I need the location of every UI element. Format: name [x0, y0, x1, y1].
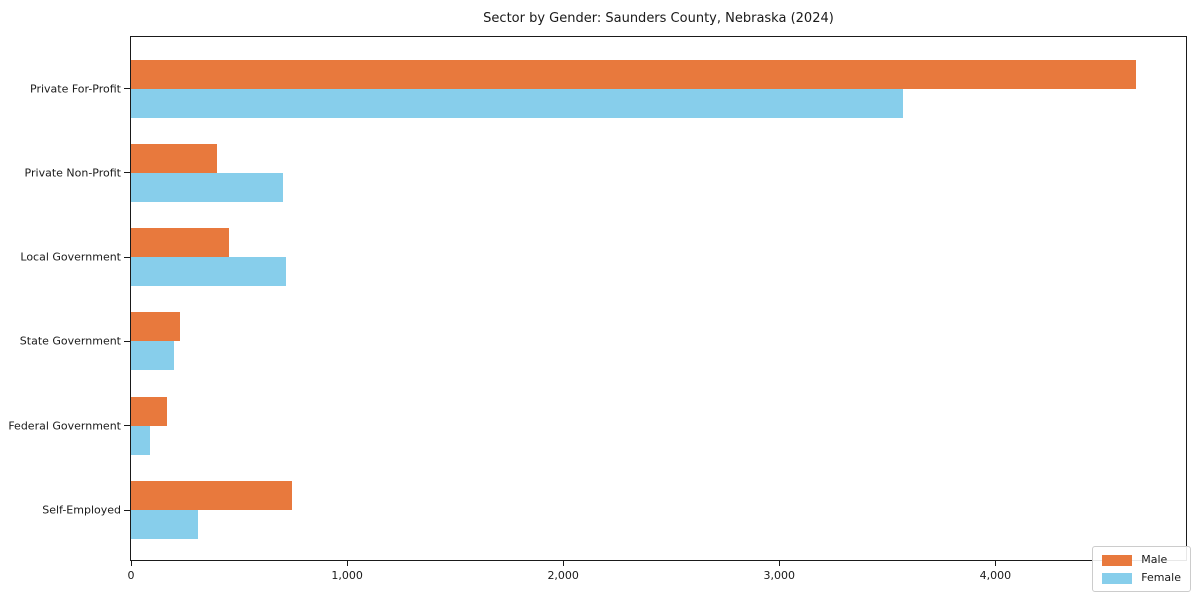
y-tick-label-self-employed: Self-Employed	[42, 503, 121, 517]
y-tick-local-government	[124, 256, 130, 258]
x-tick-1000	[346, 561, 348, 566]
y-tick-private-non-profit	[124, 172, 130, 174]
bar-male-private-for-profit	[131, 59, 1136, 89]
bar-male-federal-government	[131, 396, 167, 426]
legend: Male Female	[1092, 546, 1191, 592]
bar-male-local-government	[131, 228, 229, 258]
legend-swatch-male	[1102, 554, 1133, 566]
axes: Private For-Profit Private Non-Profit Loca…	[8, 36, 1187, 582]
y-tick-self-employed	[124, 509, 130, 511]
y-tick-label-private-non-profit: Private Non-Profit	[24, 166, 121, 180]
bar-male-self-employed	[131, 481, 292, 510]
legend-label-male: Male	[1141, 553, 1168, 566]
x-tick-label-3000: 3,000	[763, 569, 796, 582]
x-tick-4000	[994, 561, 996, 566]
bar-female-private-non-profit	[131, 172, 283, 202]
legend-label-female: Female	[1141, 571, 1181, 584]
bar-female-local-government	[131, 257, 286, 287]
legend-swatch-female	[1102, 572, 1133, 584]
bar-female-state-government	[131, 341, 174, 371]
bar-male-state-government	[131, 312, 180, 342]
x-tick-3000	[778, 561, 780, 566]
bar-female-self-employed	[131, 510, 198, 539]
y-tick-private-for-profit	[124, 88, 130, 89]
y-tick-federal-government	[124, 425, 130, 427]
chart-title: Sector by Gender: Saunders County, Nebra…	[483, 11, 834, 26]
x-tick-label-4000: 4,000	[979, 569, 1012, 582]
y-tick-state-government	[124, 340, 130, 342]
bar-female-federal-government	[131, 425, 151, 455]
legend-entry-female: Female	[1102, 572, 1181, 584]
legend-entry-male: Male	[1102, 554, 1181, 566]
x-tick-label-0: 0	[127, 569, 135, 582]
bar-male-private-non-profit	[131, 143, 217, 173]
y-tick-label-state-government: State Government	[19, 334, 121, 348]
x-tick-label-2000: 2,000	[547, 569, 579, 582]
x-tick-2000	[562, 561, 564, 566]
x-tick-0	[130, 561, 132, 566]
x-tick-label-1000: 1,000	[331, 569, 363, 582]
y-tick-label-federal-government: Federal Government	[8, 419, 121, 433]
y-tick-label-private-for-profit: Private For-Profit	[30, 82, 121, 95]
y-tick-label-local-government: Local Government	[20, 250, 121, 264]
bar-female-private-for-profit	[131, 88, 903, 118]
